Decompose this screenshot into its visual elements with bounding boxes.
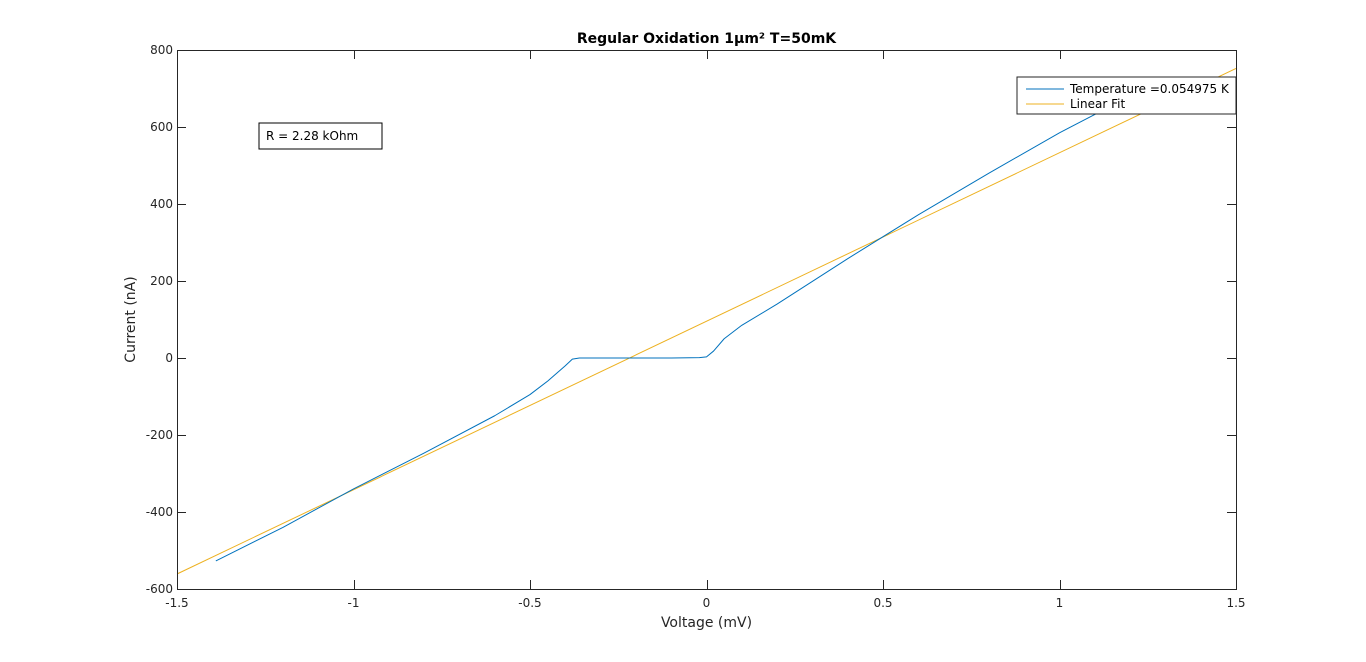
x-tick-label: -1.5 [165,596,188,610]
y-tick-label: 400 [150,197,173,211]
series-linear-fit-line [177,68,1236,575]
y-tick-label: -600 [146,582,173,596]
chart-title: Regular Oxidation 1µm² T=50mK [577,31,837,47]
x-axis-label: Voltage (mV) [661,615,752,631]
x-tick-label: -0.5 [518,596,541,610]
y-tick-label: -400 [146,505,173,519]
y-tick-label: 0 [165,351,173,365]
x-tick-label: 0 [703,596,711,610]
x-tick-label: -1 [348,596,360,610]
y-tick-label: 600 [150,120,173,134]
x-tick-label: 1 [1056,596,1064,610]
axes-box [177,50,1237,590]
legend: Temperature =0.054975 K Linear Fit [1016,76,1237,115]
series-temperature-line [215,77,1159,562]
x-tick-label: 1.5 [1226,596,1245,610]
annotation-box: R = 2.28 kOhm [258,122,383,150]
x-tick-label: 0.5 [873,596,892,610]
legend-label-temperature: Temperature =0.054975 K [1069,82,1230,96]
y-tick-label: -200 [146,428,173,442]
annotation-text: R = 2.28 kOhm [266,129,358,143]
legend-label-linear-fit: Linear Fit [1070,97,1125,111]
y-axis-label: Current (nA) [123,276,139,362]
y-tick-label: 200 [150,274,173,288]
y-tick-label: 800 [150,43,173,57]
